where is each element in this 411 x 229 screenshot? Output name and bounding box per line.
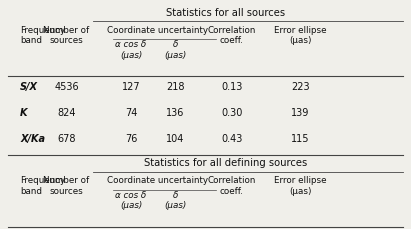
Text: Error ellipse
(μas): Error ellipse (μas) <box>274 26 326 45</box>
Text: Coordinate uncertainty: Coordinate uncertainty <box>107 26 208 35</box>
Text: Coordinate uncertainty: Coordinate uncertainty <box>107 176 208 185</box>
Text: Frequency
band: Frequency band <box>20 176 65 196</box>
Text: Statistics for all defining sources: Statistics for all defining sources <box>144 158 307 168</box>
Text: S/X: S/X <box>20 82 38 92</box>
Text: α cos δ
(μas): α cos δ (μas) <box>115 191 147 210</box>
Text: K: K <box>20 108 28 118</box>
Text: Frequency
band: Frequency band <box>20 26 65 45</box>
Text: Number of
sources: Number of sources <box>44 26 90 45</box>
Text: 223: 223 <box>291 82 309 92</box>
Text: 74: 74 <box>125 108 137 118</box>
Text: δ
(μas): δ (μas) <box>164 191 187 210</box>
Text: 0.30: 0.30 <box>221 108 242 118</box>
Text: X/Ka: X/Ka <box>20 134 45 144</box>
Text: α cos δ
(μas): α cos δ (μas) <box>115 41 147 60</box>
Text: 76: 76 <box>125 134 137 144</box>
Text: Statistics for all sources: Statistics for all sources <box>166 8 285 18</box>
Text: 4536: 4536 <box>54 82 79 92</box>
Text: Correlation
coeff.: Correlation coeff. <box>208 26 256 45</box>
Text: 678: 678 <box>57 134 76 144</box>
Text: Number of
sources: Number of sources <box>44 176 90 196</box>
Text: 104: 104 <box>166 134 185 144</box>
Text: 127: 127 <box>122 82 140 92</box>
Text: 0.43: 0.43 <box>221 134 242 144</box>
Text: 115: 115 <box>291 134 309 144</box>
Text: 824: 824 <box>57 108 76 118</box>
Text: 136: 136 <box>166 108 185 118</box>
Text: 218: 218 <box>166 82 185 92</box>
Text: δ
(μas): δ (μas) <box>164 41 187 60</box>
Text: Correlation
coeff.: Correlation coeff. <box>208 176 256 196</box>
Text: Error ellipse
(μas): Error ellipse (μas) <box>274 176 326 196</box>
Text: 0.13: 0.13 <box>221 82 242 92</box>
Text: 139: 139 <box>291 108 309 118</box>
